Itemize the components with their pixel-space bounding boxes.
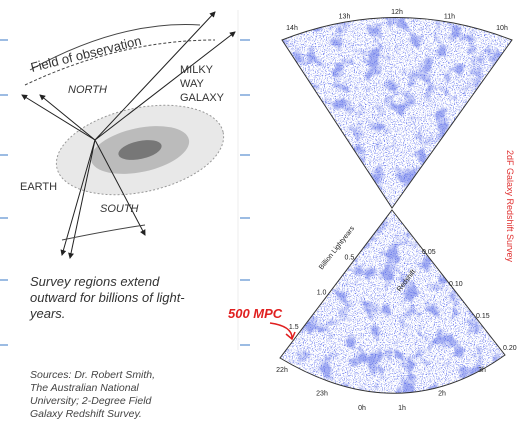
hour-label: 14h (286, 25, 298, 32)
sky-diagram: Field of observation NORTH MILKY WAY GAL… (20, 12, 235, 258)
page: Field of observation NORTH MILKY WAY GAL… (0, 0, 526, 427)
caption-line: Survey regions extend (30, 274, 160, 289)
hour-label: 10h (496, 25, 508, 32)
source-line: University; 2-Degree Field (30, 395, 153, 407)
hour-label: 22h (276, 367, 288, 374)
caption-line: outward for billions of light- (30, 290, 185, 305)
source-line: Sources: Dr. Robert Smith, (30, 369, 155, 381)
source-line: Galaxy Redshift Survey. (30, 408, 142, 420)
hour-label: 11h (444, 14, 455, 21)
galaxy-label: MILKY (180, 64, 214, 76)
caption-line: years. (29, 306, 65, 321)
distance-tick: 1.5 (289, 324, 299, 331)
figure: Field of observation NORTH MILKY WAY GAL… (0, 0, 526, 427)
hour-label: 23h (316, 391, 328, 398)
redshift-tick: 0.10 (449, 281, 463, 288)
earth-label: EARTH (20, 181, 57, 193)
distance-tick: 1.0 (317, 289, 327, 296)
source-line: The Australian National (30, 382, 139, 394)
hour-label: 1h (398, 405, 406, 412)
arc-label: Field of observation (29, 33, 143, 75)
hour-label: 3h (478, 367, 486, 374)
north-label: NORTH (68, 84, 107, 96)
hour-label: 2h (438, 391, 446, 398)
distance-tick: 0.5 (344, 255, 354, 262)
south-label: SOUTH (100, 203, 139, 215)
hour-label: 13h (339, 14, 351, 21)
hour-label: 12h (391, 9, 403, 16)
survey-cones (275, 0, 515, 427)
scale-annotation: 500 MPC (228, 306, 283, 321)
galaxy-label: GALAXY (180, 92, 225, 104)
survey-title: 2dF Galaxy Redshift Survey (505, 150, 515, 263)
hour-label: 0h (358, 405, 366, 412)
galaxy-label: WAY (180, 78, 204, 90)
redshift-tick: 0.20 (503, 345, 517, 352)
redshift-tick: 0.15 (476, 313, 490, 320)
redshift-tick: 0.05 (422, 249, 436, 256)
